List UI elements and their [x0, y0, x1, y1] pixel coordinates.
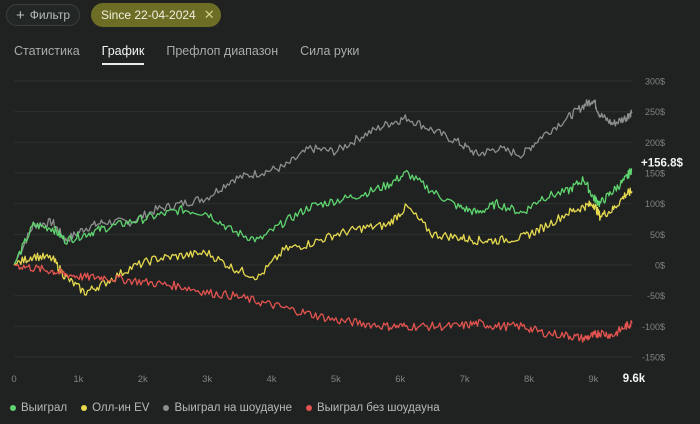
tab-preflop-range[interactable]: Префлоп диапазон: [166, 44, 279, 58]
legend-dot: [305, 405, 312, 411]
y-tick-label: 0$: [655, 261, 665, 271]
x-tick-label: 6k: [395, 374, 405, 385]
x-tick-label: 9k: [588, 374, 598, 385]
x-tick-label: 5k: [331, 374, 341, 385]
y-tick-label: -50$: [647, 291, 665, 301]
filter-button-label: Фильтр: [29, 8, 71, 22]
legend-item-non-showdown[interactable]: Выиграл без шоудауна: [305, 402, 440, 414]
date-filter-chip[interactable]: Since 22-04-2024 ✕: [91, 3, 221, 27]
x-tick-label: 8k: [524, 374, 534, 385]
legend-item-showdown[interactable]: Выиграл на шоудауне: [163, 402, 292, 414]
y-tick-label: 50$: [650, 230, 665, 240]
plus-icon: +: [15, 6, 25, 24]
legend-label: Выиграл без шоудауна: [316, 402, 440, 414]
y-tick-label: 100$: [645, 199, 665, 209]
series-line: [13, 264, 633, 343]
x-tick-label: 2k: [138, 374, 148, 385]
legend-item-allin-ev[interactable]: Олл-ин EV: [81, 402, 149, 414]
tab-bar: Статистика График Префлоп диапазон Сила …: [14, 44, 359, 65]
legend-label: Олл-ин EV: [92, 402, 150, 414]
tab-hand-strength[interactable]: Сила руки: [300, 44, 360, 58]
y-tick-label: 250$: [645, 107, 665, 117]
series-line: [13, 187, 633, 296]
series-line: [13, 168, 633, 266]
legend-label: Выиграл на шоудауне: [174, 402, 292, 414]
x-tick-label: 1k: [73, 374, 83, 385]
x-tick-label: 0: [11, 374, 16, 385]
x-tick-label: 7k: [460, 374, 470, 385]
legend-label: Выиграл: [21, 402, 68, 414]
y-tick-label: 300$: [645, 77, 665, 87]
series-line: [13, 99, 633, 266]
current-value-label: +156.8$: [641, 158, 683, 170]
profit-chart: 300$ 250$ 200$ 150$ 100$ 50$ 0$ -50$ -100$ -150$ 0…: [11, 77, 683, 386]
legend-dot: [10, 405, 16, 411]
legend-item-won[interactable]: Выиграл: [10, 402, 67, 414]
x-max-label: 9.6k: [623, 373, 646, 385]
x-tick-label: 4k: [266, 374, 276, 385]
y-tick-label: 150$: [645, 169, 665, 179]
legend-dot: [163, 405, 170, 411]
y-tick-label: 200$: [645, 138, 665, 148]
close-icon[interactable]: ✕: [203, 7, 215, 22]
tab-graph[interactable]: График: [101, 44, 145, 65]
date-filter-label: Since 22-04-2024: [101, 8, 196, 22]
filter-button[interactable]: + Фильтр: [6, 4, 80, 26]
tab-statistics[interactable]: Статистика: [14, 44, 80, 58]
legend-dot: [81, 405, 88, 411]
y-tick-label: -150$: [642, 353, 665, 363]
y-tick-label: -100$: [642, 322, 665, 332]
chart-legend: Выиграл Олл-ин EV Выиграл на шоудауне Вы…: [10, 402, 440, 414]
x-tick-label: 3k: [202, 374, 212, 385]
